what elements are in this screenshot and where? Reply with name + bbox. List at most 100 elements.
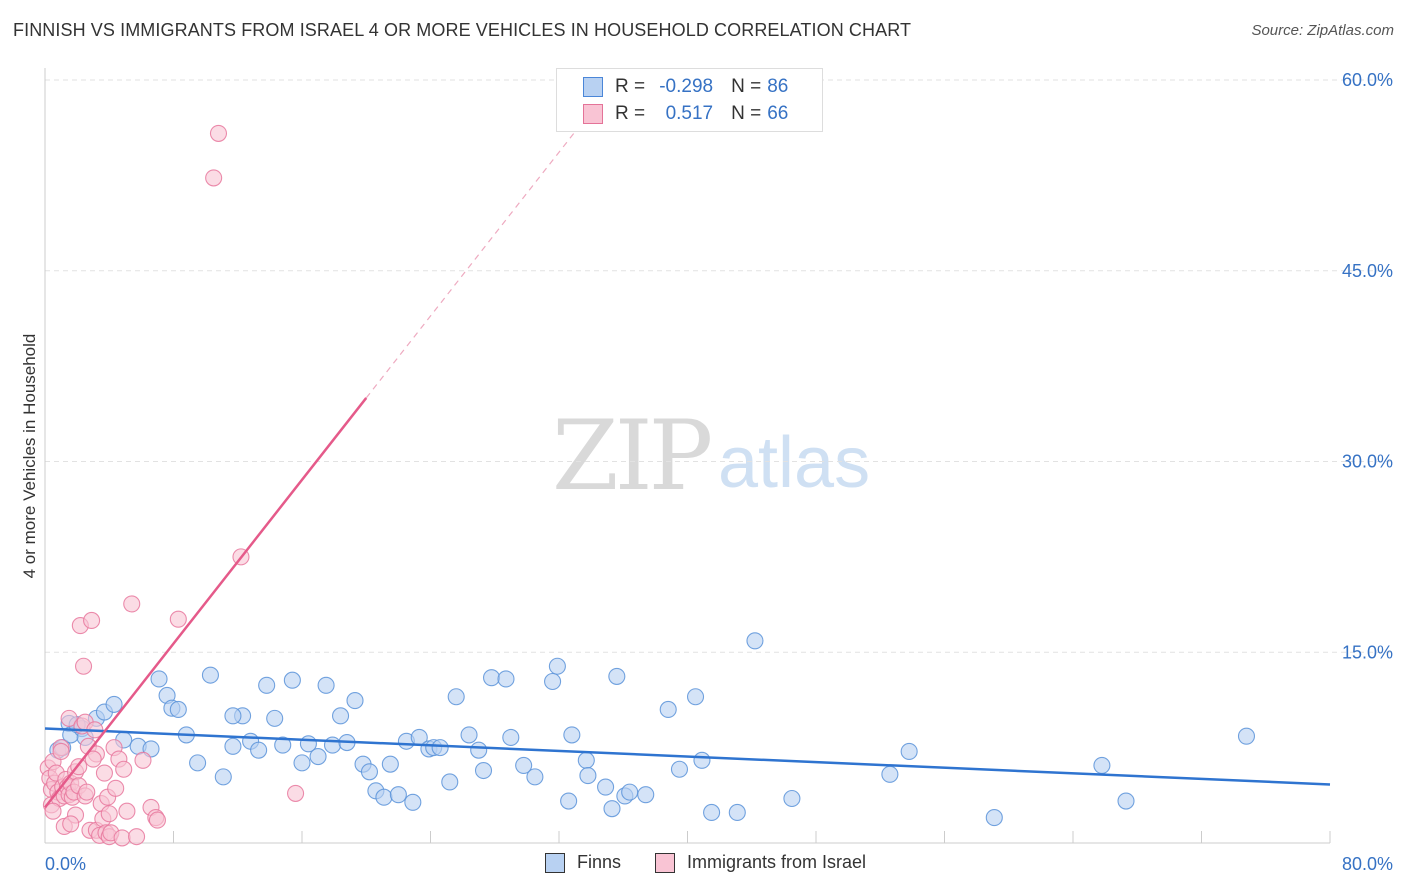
y-tick-label: 15.0% bbox=[1342, 642, 1393, 662]
israel-point bbox=[62, 815, 80, 833]
israel-point bbox=[287, 784, 305, 802]
finns-swatch bbox=[583, 76, 603, 97]
finns-point bbox=[881, 765, 899, 783]
y-tick-label: 60.0% bbox=[1342, 70, 1393, 90]
finns-point bbox=[563, 726, 581, 744]
finns-point bbox=[544, 672, 562, 691]
legend-item-finns[interactable]: Finns bbox=[545, 852, 621, 873]
israel-r-value: 0.517 bbox=[665, 102, 714, 124]
finns-point bbox=[189, 754, 207, 772]
israel-point bbox=[100, 805, 118, 823]
finns-trend-line bbox=[44, 727, 1331, 786]
finns-point bbox=[381, 755, 399, 773]
finns-point bbox=[659, 700, 677, 719]
legend-row-israel: R = 0.517 N = 66 bbox=[557, 100, 788, 127]
watermark-zip: ZIP bbox=[552, 400, 713, 512]
finns-point bbox=[360, 763, 379, 781]
finns-point bbox=[560, 792, 578, 810]
finns-point bbox=[670, 760, 689, 778]
finns-point bbox=[526, 768, 544, 786]
x-tick-label: 80.0% bbox=[1342, 854, 1393, 874]
israel-point bbox=[209, 124, 228, 142]
finns-point bbox=[224, 737, 242, 755]
israel-point bbox=[115, 760, 133, 778]
finns-point bbox=[470, 741, 488, 759]
finns-point bbox=[686, 688, 705, 706]
finns-point bbox=[105, 695, 123, 713]
legend-row-finns: R = -0.298 N = 86 bbox=[557, 73, 788, 100]
finns-point bbox=[250, 741, 268, 759]
finns-point bbox=[431, 739, 449, 757]
finns-point bbox=[1237, 727, 1256, 745]
finns-point bbox=[783, 789, 801, 808]
finns-point bbox=[693, 751, 711, 769]
n-label: N = bbox=[731, 75, 762, 97]
finns-point bbox=[274, 736, 292, 754]
israel-point bbox=[148, 811, 166, 829]
israel-point bbox=[118, 802, 136, 820]
finns-point bbox=[293, 754, 311, 772]
x-tick-label: 0.0% bbox=[45, 854, 86, 874]
watermark-atlas: atlas bbox=[718, 423, 871, 503]
israel-point bbox=[84, 750, 102, 768]
finns-point bbox=[460, 726, 478, 744]
legend-item-israel[interactable]: Immigrants from Israel bbox=[655, 852, 866, 873]
israel-point bbox=[169, 610, 187, 628]
israel-point bbox=[113, 829, 131, 847]
y-tick-label: 45.0% bbox=[1342, 261, 1393, 281]
israel-point bbox=[83, 611, 101, 630]
finns-point bbox=[1117, 792, 1135, 810]
finns-point bbox=[474, 761, 493, 780]
finns-point bbox=[577, 751, 595, 769]
finns-point bbox=[728, 803, 746, 822]
series-legend: Finns Immigrants from Israel bbox=[545, 852, 900, 873]
n-label: N = bbox=[731, 102, 762, 124]
y-tick-label: 30.0% bbox=[1342, 452, 1393, 472]
finns-point bbox=[579, 767, 597, 785]
finns-point bbox=[404, 793, 422, 811]
israel-point bbox=[123, 595, 141, 613]
finns-point bbox=[497, 670, 515, 688]
israel-point bbox=[60, 709, 78, 727]
finns-point bbox=[323, 736, 342, 754]
finns-point bbox=[214, 768, 232, 786]
israel-trend-extension bbox=[365, 121, 584, 399]
finns-point bbox=[900, 742, 918, 760]
finns-point bbox=[266, 709, 284, 727]
finns-point bbox=[548, 657, 566, 675]
chart-title: FINNISH VS IMMIGRANTS FROM ISRAEL 4 OR M… bbox=[13, 20, 912, 40]
finns-point bbox=[309, 747, 327, 766]
finns-point bbox=[375, 788, 393, 806]
finns-point bbox=[150, 670, 168, 688]
finns-point bbox=[597, 778, 615, 796]
finns-point bbox=[346, 692, 364, 710]
finns-point bbox=[317, 676, 335, 694]
finns-point bbox=[482, 669, 501, 687]
finns-n-value: 86 bbox=[767, 75, 789, 97]
israel-point bbox=[134, 751, 152, 769]
finns-point bbox=[441, 773, 459, 791]
israel-swatch bbox=[583, 103, 603, 124]
israel-point bbox=[44, 802, 62, 820]
y-axis-label: 4 or more Vehicles in Household bbox=[20, 333, 39, 579]
finns-point bbox=[637, 786, 655, 804]
israel-n-value: 66 bbox=[767, 102, 789, 124]
finns-point bbox=[746, 632, 764, 650]
finns-point bbox=[608, 667, 626, 685]
israel-point bbox=[107, 779, 125, 797]
correlation-legend: R = -0.298 N = 86 R = 0.517 N = 66 bbox=[556, 68, 823, 132]
israel-legend-label: Immigrants from Israel bbox=[687, 852, 867, 872]
israel-legend-swatch bbox=[655, 852, 676, 873]
finns-point bbox=[603, 800, 621, 818]
finns-point bbox=[703, 803, 721, 822]
israel-point bbox=[205, 169, 223, 187]
finns-point bbox=[331, 707, 350, 725]
finns-point bbox=[502, 728, 520, 747]
israel-point bbox=[95, 764, 113, 782]
israel-point bbox=[78, 783, 96, 801]
source-label: Source: ZipAtlas.com bbox=[1251, 22, 1394, 39]
finns-point bbox=[1093, 756, 1111, 774]
israel-point bbox=[128, 828, 146, 846]
finns-point bbox=[169, 700, 187, 719]
